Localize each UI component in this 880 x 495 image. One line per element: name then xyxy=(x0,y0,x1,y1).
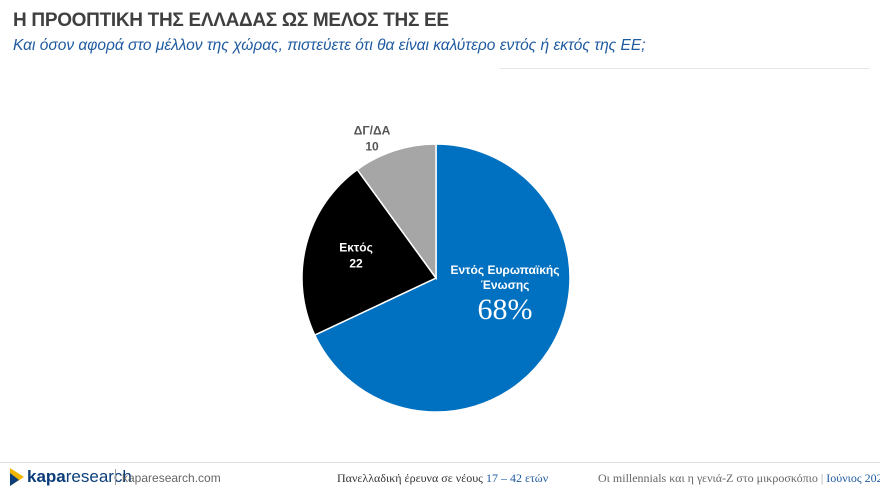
chart-title: Η ΠΡΟΟΠΤΙΚΗ ΤΗΣ ΕΛΛΑΔΑΣ ΩΣ ΜΕΛΟΣ ΤΗΣ ΕΕ xyxy=(13,10,449,31)
category-label: ΔΓ/ΔΑ xyxy=(353,123,391,138)
slice-label: ΔΓ/ΔΑ 10 xyxy=(342,124,402,155)
logo-icon xyxy=(10,468,24,486)
category-label: Εκτός xyxy=(339,240,373,255)
category-label: Εντός Ευρωπαϊκής Ένωσης xyxy=(450,263,560,292)
slice-label: Εντός Ευρωπαϊκής Ένωσης 68% xyxy=(435,263,575,327)
pie-slice xyxy=(313,143,571,413)
value-label: 22 xyxy=(349,256,363,271)
separator xyxy=(115,469,116,485)
date: Ιούνιος 2023 xyxy=(826,471,880,485)
website: kaparesearch.com xyxy=(122,471,221,485)
pie-slice xyxy=(356,143,437,281)
header-rule xyxy=(500,68,870,69)
survey: Πανελλαδική έρευνα σε νέους xyxy=(337,471,483,485)
slice-label: Εκτός 22 xyxy=(326,241,386,272)
logo: kaparesearch xyxy=(27,467,132,487)
footer-rule xyxy=(0,462,880,463)
ages: 17 – 42 ετών xyxy=(485,471,549,485)
pie-slice xyxy=(301,168,438,337)
value-label: 10 xyxy=(365,139,379,154)
study: Οι millennials και η γενιά-Z στο μικροσκ… xyxy=(598,471,818,485)
logo-bold: kapa xyxy=(27,467,66,486)
survey-note: Πανελλαδική έρευνα σε νέους 17 – 42 ετών xyxy=(337,471,548,486)
study-note: Οι millennials και η γενιά-Z στο μικροσκ… xyxy=(598,471,880,486)
value-label: 68% xyxy=(477,293,533,326)
chart-subtitle: Και όσον αφορά στο μέλλον της χώρας, πισ… xyxy=(13,37,646,54)
